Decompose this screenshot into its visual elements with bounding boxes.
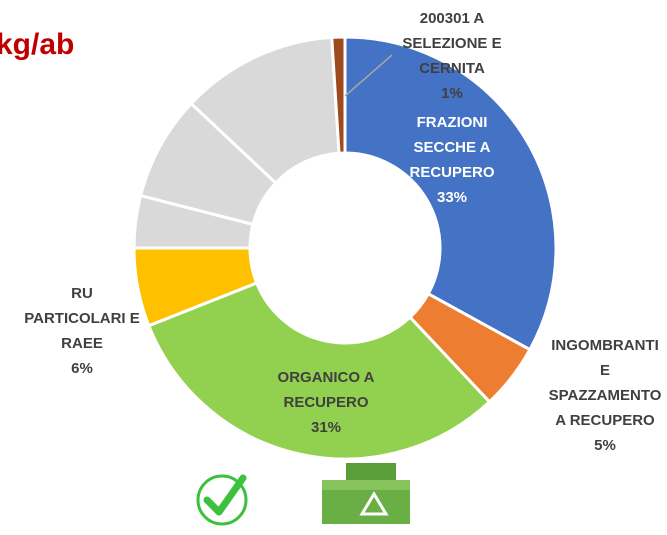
slice-label: INGOMBRANTI E SPAZZAMENTO A RECUPERO 5%	[549, 333, 662, 458]
slice-label: RU PARTICOLARI E RAEE 6%	[24, 281, 140, 381]
slice-name: 200301 A SELEZIONE E CERNITA	[402, 10, 502, 77]
slice-label: 200301 A SELEZIONE E CERNITA 1%	[402, 6, 501, 106]
donut-slice	[189, 35, 341, 186]
leader-line	[344, 54, 393, 97]
slice-value: 33%	[436, 189, 468, 206]
slice-label: FRAZIONI SECCHE A RECUPERO 33%	[409, 110, 494, 210]
chart-title: kg/ab	[0, 28, 75, 61]
slice-label: ORGANICO A RECUPERO 31%	[278, 365, 375, 440]
donut-slice	[330, 35, 347, 155]
check-icon	[196, 474, 248, 526]
slice-value: 5%	[594, 437, 616, 454]
slice-value: 6%	[71, 360, 93, 377]
slice-value: 31%	[310, 419, 342, 436]
recycle-box-icon	[322, 463, 410, 524]
slice-name: ORGANICO A RECUPERO	[277, 369, 375, 411]
slice-value: 1%	[441, 85, 463, 102]
slice-name: INGOMBRANTI E SPAZZAMENTO A RECUPERO	[548, 337, 662, 429]
donut-slice	[146, 281, 492, 461]
donut-slice	[343, 35, 558, 352]
slice-name: RU PARTICOLARI E RAEE	[24, 285, 140, 352]
slice-name: FRAZIONI SECCHE A RECUPERO	[409, 114, 495, 181]
